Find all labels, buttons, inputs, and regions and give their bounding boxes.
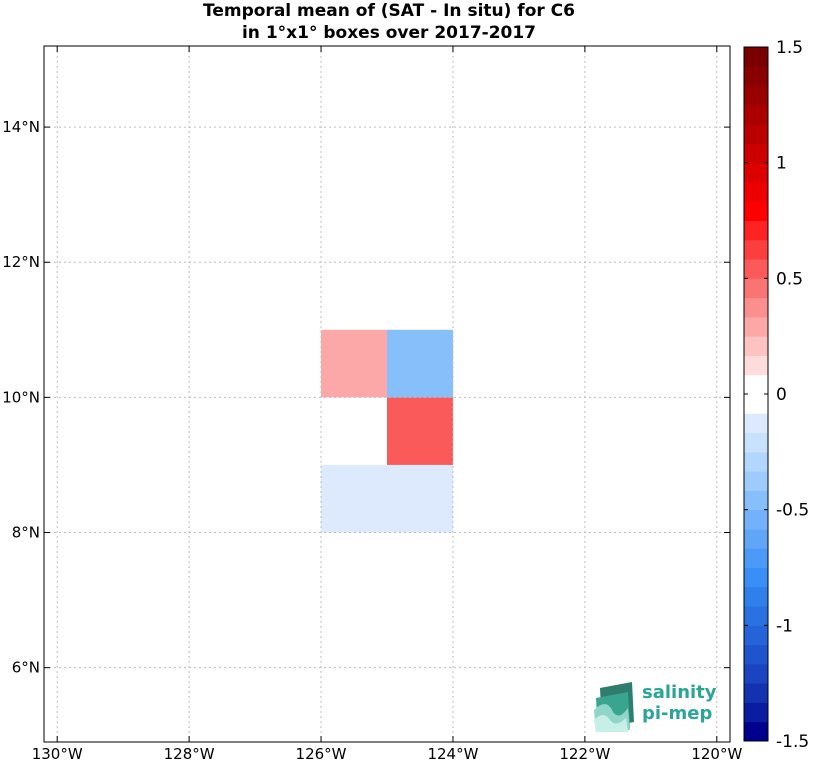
logo-text-pi-mep: pi-mep <box>642 703 713 724</box>
colorbar-tick-label-5: -1 <box>776 616 793 636</box>
x-tick-label-4: 122°W <box>559 745 610 763</box>
x-tick-label-2: 126°W <box>296 745 347 763</box>
colorbar-segment-17 <box>744 394 768 414</box>
colorbar-segment-26 <box>744 220 768 241</box>
colorbar-segment-10 <box>744 528 768 549</box>
x-tick-label-5: 120°W <box>691 745 742 763</box>
colorbar-segment-27 <box>744 201 768 221</box>
colorbar-segment-12 <box>744 490 768 511</box>
heatmap-cell-2 <box>387 397 453 465</box>
colorbar-segment-22 <box>744 297 768 318</box>
chart-title-line-1: Temporal mean of (SAT - In situ) for C6 <box>203 1 575 21</box>
plot-frame <box>43 45 731 743</box>
y-tick-label-0: 6°N <box>12 659 40 677</box>
colorbar-segment-35 <box>744 47 768 67</box>
x-tick-label-1: 128°W <box>164 745 215 763</box>
colorbar-tick-label-3: 0 <box>776 385 787 405</box>
colorbar-segment-18 <box>744 374 768 395</box>
colorbar-tick-label-0: 1.5 <box>776 38 803 58</box>
colorbar-segment-1 <box>744 702 768 723</box>
colorbar-segment-21 <box>744 316 768 337</box>
y-tick-label-3: 12°N <box>2 253 40 271</box>
colorbar-segment-8 <box>744 567 768 588</box>
colorbar-segment-32 <box>744 104 768 125</box>
colorbar-segment-9 <box>744 548 768 568</box>
colorbar-segment-34 <box>744 66 768 87</box>
heatmap-cell-0 <box>321 329 387 398</box>
y-tick-label-1: 8°N <box>12 524 40 542</box>
colorbar-segment-2 <box>744 683 768 703</box>
colorbar-tick-label-2: 0.5 <box>776 269 803 289</box>
colorbar-segment-14 <box>744 451 768 472</box>
salinity-pi-mep-logo: salinity pi-mep <box>592 680 727 732</box>
colorbar-segment-13 <box>744 471 768 491</box>
colorbar-tick-label-1: 1 <box>776 154 787 174</box>
colorbar-segment-3 <box>744 663 768 684</box>
y-tick-label-2: 10°N <box>2 388 40 406</box>
colorbar-segment-5 <box>744 625 768 646</box>
colorbar-tick-label-6: -1.5 <box>776 732 809 752</box>
colorbar-segment-0 <box>744 721 768 742</box>
colorbar-segment-28 <box>744 181 768 202</box>
colorbar-segment-29 <box>744 162 768 183</box>
chart-title: Temporal mean of (SAT - In situ) for C6 … <box>44 0 734 44</box>
x-tick-label-3: 124°W <box>427 745 478 763</box>
colorbar-segment-23 <box>744 278 768 299</box>
heatmap-cell-1 <box>387 329 453 398</box>
colorbar-segment-4 <box>744 644 768 665</box>
colorbar-segment-33 <box>744 85 768 106</box>
y-tick-label-4: 14°N <box>2 118 40 136</box>
wave-logo-icon <box>594 682 634 732</box>
colorbar-segment-20 <box>744 336 768 356</box>
colorbar-segment-31 <box>744 124 768 144</box>
logo-text-salinity: salinity <box>642 682 717 703</box>
x-tick-label-0: 130°W <box>32 745 83 763</box>
chart-title-line-2: in 1°x1° boxes over 2017-2017 <box>241 23 537 43</box>
colorbar-tick-label-4: -0.5 <box>776 501 809 521</box>
colorbar-segment-19 <box>744 355 768 376</box>
colorbar-segment-7 <box>744 586 768 607</box>
heatmap-cell-3 <box>321 464 453 533</box>
colorbar-segment-16 <box>744 413 768 434</box>
colorbar-segment-11 <box>744 509 768 530</box>
colorbar-segment-24 <box>744 259 768 279</box>
colorbar-segment-30 <box>744 143 768 164</box>
colorbar-segment-6 <box>744 606 768 626</box>
colorbar-segment-25 <box>744 239 768 260</box>
colorbar-segment-15 <box>744 432 768 453</box>
